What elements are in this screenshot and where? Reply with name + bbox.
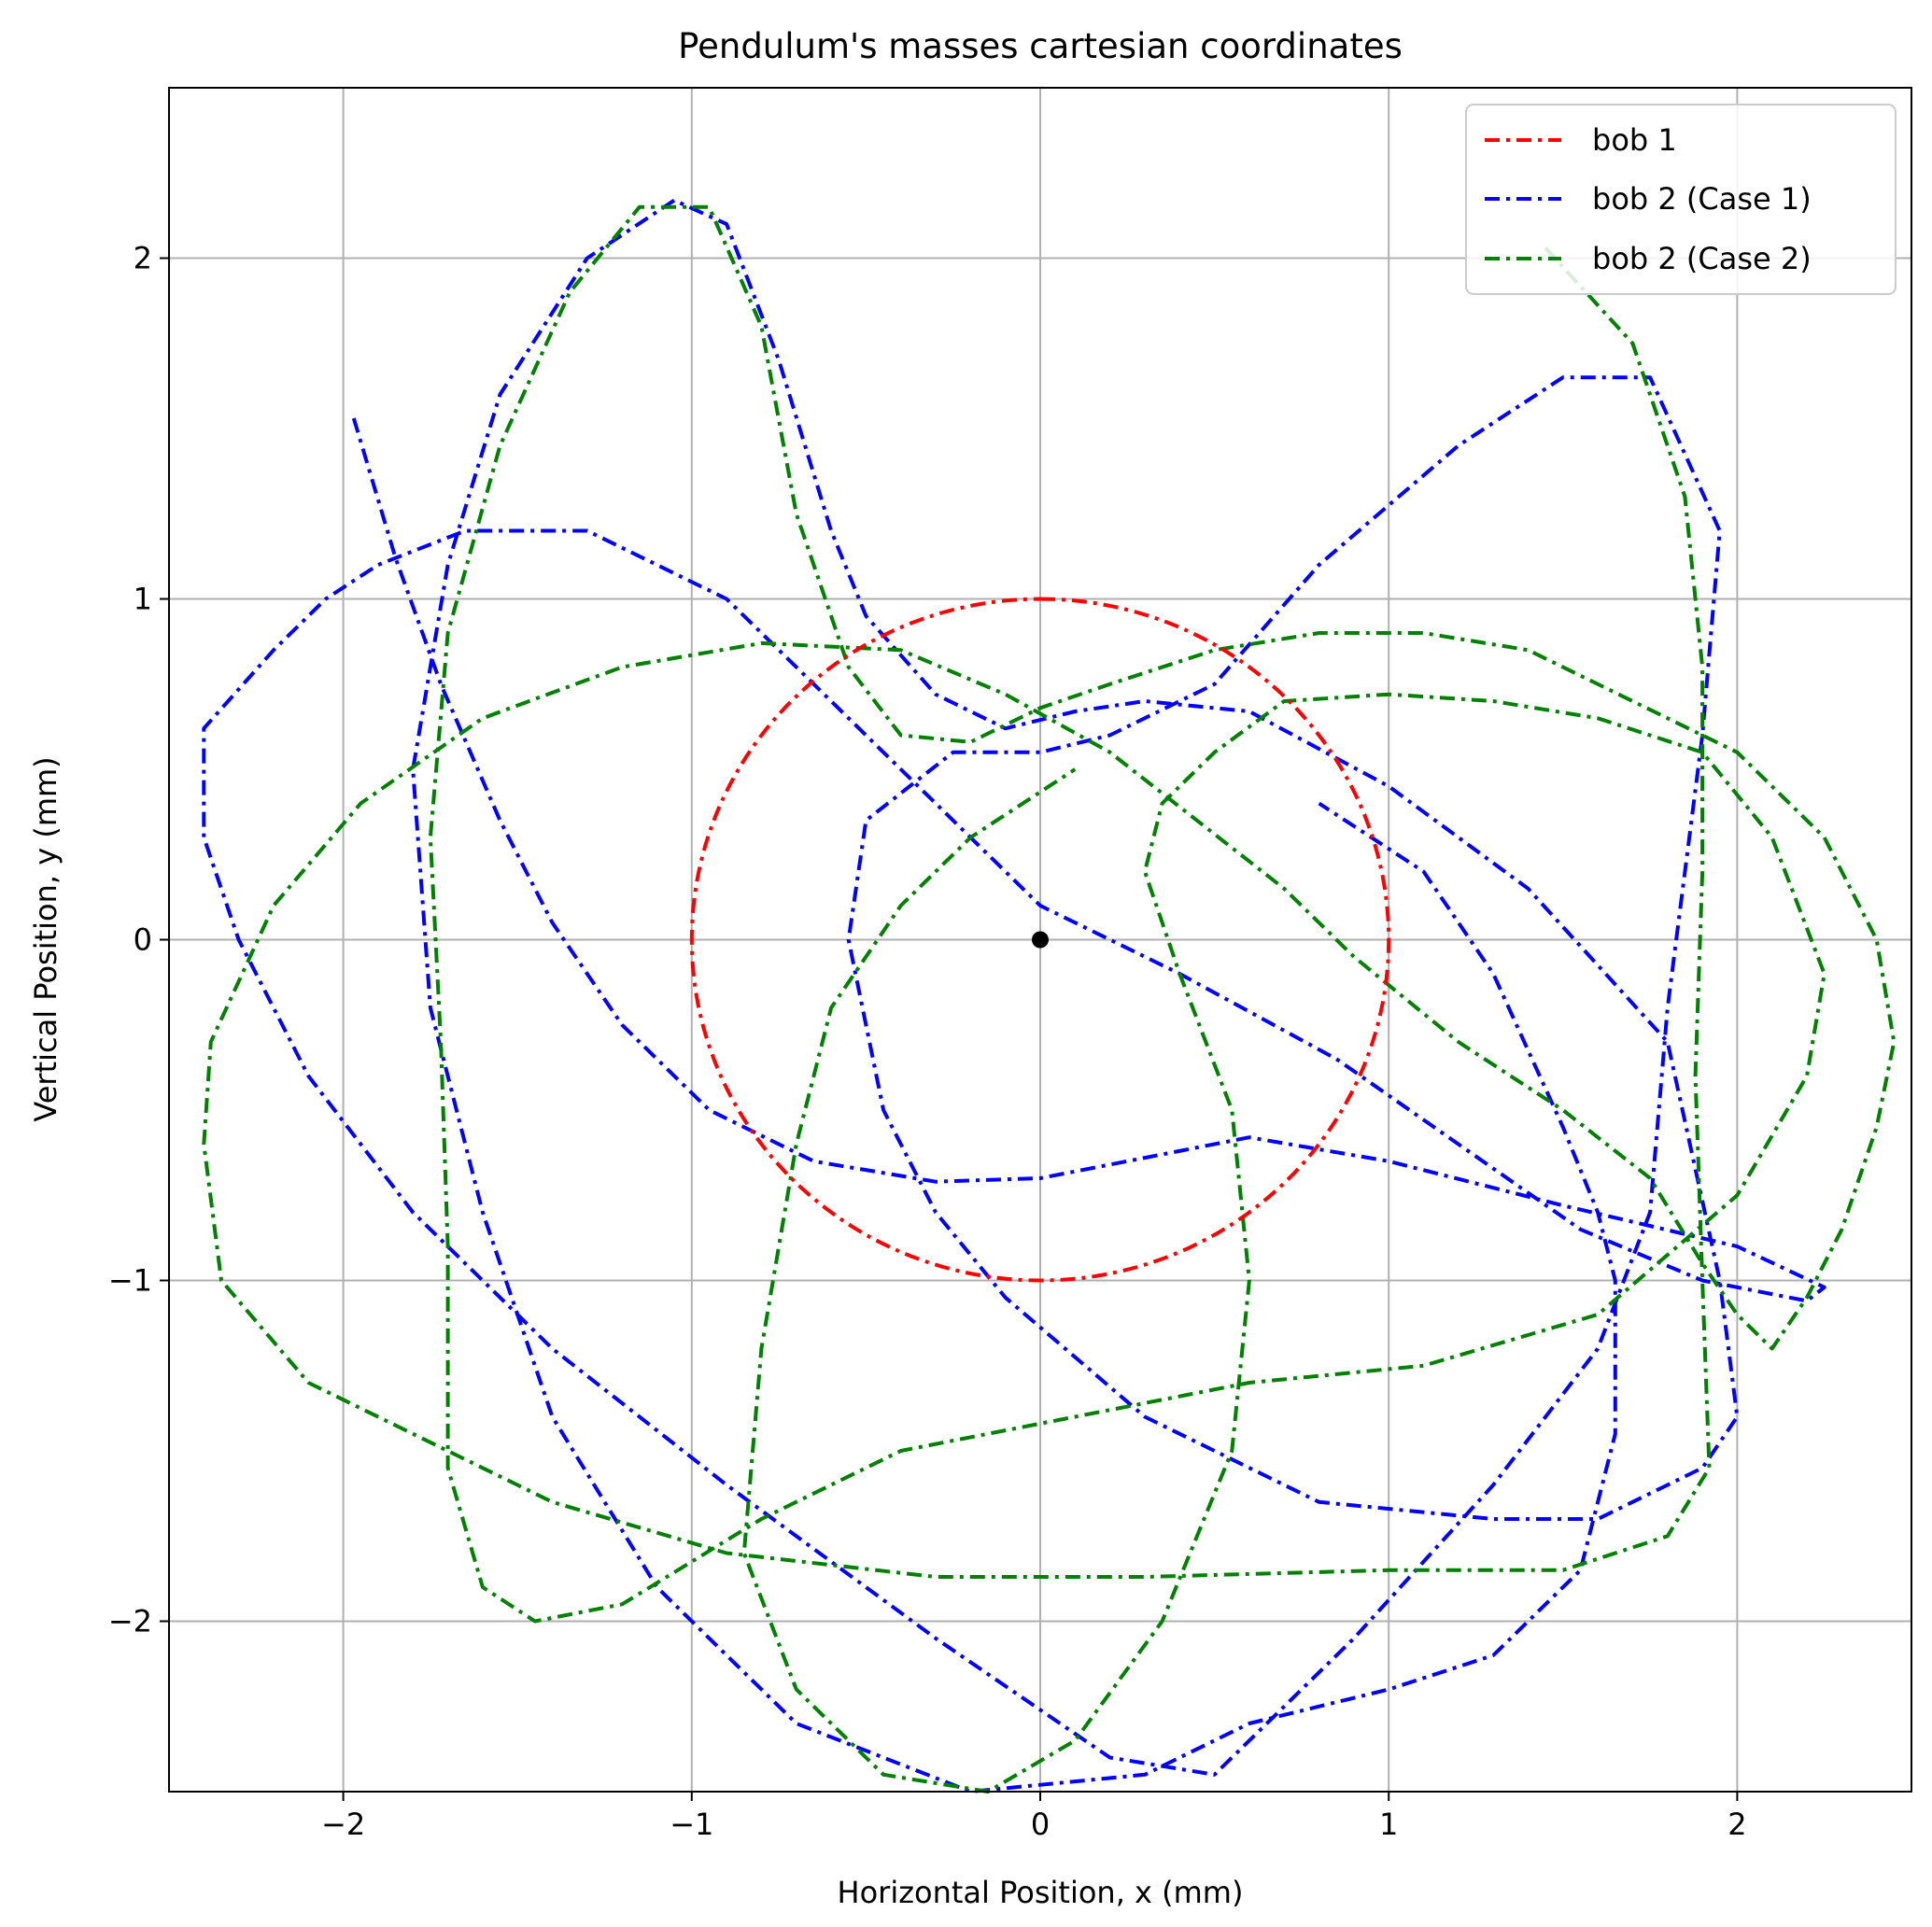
y-tick-label: 2	[134, 241, 152, 276]
x-tick-label: 0	[1031, 1807, 1050, 1842]
chart-title: Pendulum's masses cartesian coordinates	[678, 26, 1403, 66]
x-axis-label: Horizontal Position, x (mm)	[838, 1875, 1244, 1910]
series-line-bob-1	[689, 597, 1391, 1283]
y-tick-label: 0	[134, 922, 152, 958]
pivot-layer	[1032, 931, 1049, 949]
y-tick-label: 1	[134, 582, 152, 617]
legend: bob 1 bob 2 (Case 1) bob 2 (Case 2)	[1465, 104, 1897, 295]
y-ticks: −2 −1 0 1 2	[108, 241, 169, 1639]
plot-area	[168, 87, 1912, 1793]
series-line-bob-2-case-1	[202, 198, 1826, 1793]
x-tick-label: −2	[321, 1807, 365, 1842]
legend-label-bob-2-case-2: bob 2 (Case 2)	[1592, 241, 1812, 276]
legend-label-bob-1: bob 1	[1592, 122, 1677, 158]
pivot-point	[1032, 931, 1049, 949]
series-line-bob-2-case-2	[202, 204, 1897, 1793]
series-layer	[202, 198, 1897, 1793]
x-tick-label: −1	[670, 1807, 713, 1842]
x-tick-label: 1	[1379, 1807, 1398, 1842]
legend-label-bob-2-case-1: bob 2 (Case 1)	[1592, 181, 1812, 217]
y-tick-label: −2	[108, 1604, 152, 1639]
x-tick-label: 2	[1728, 1807, 1746, 1842]
y-axis-label: Vertical Position, y (mm)	[28, 756, 63, 1121]
legend-box	[1465, 104, 1897, 295]
y-tick-label: −1	[108, 1263, 152, 1299]
x-ticks: −2 −1 0 1 2	[321, 1792, 1747, 1842]
